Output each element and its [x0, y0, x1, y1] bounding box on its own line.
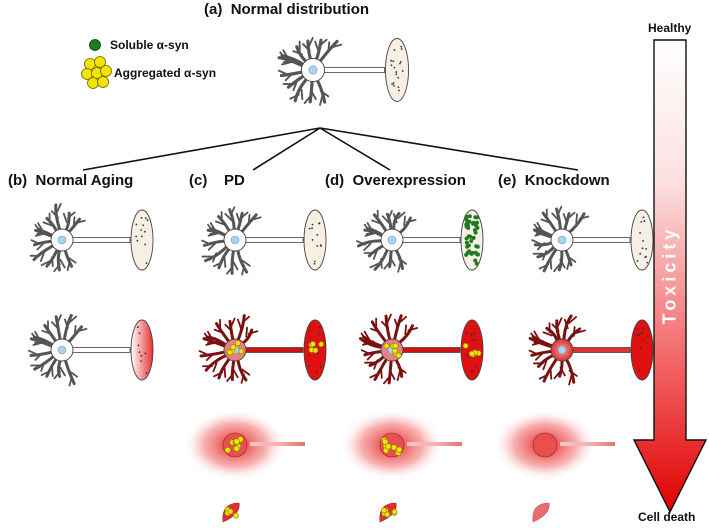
- panel-a-title: Normal distribution: [230, 1, 370, 18]
- neuron-row1-2: [356, 209, 484, 273]
- panel-d-title: Overexpression: [352, 172, 466, 189]
- panel-b-label: (b) Normal Aging: [8, 172, 133, 189]
- neuron-knockdown-degenerating: [493, 409, 615, 481]
- neuron-row1-0: [29, 202, 154, 273]
- panel-a-label: (a) Normal distribution: [204, 1, 369, 18]
- panel-b-title: Normal Aging: [35, 172, 134, 189]
- remnant-knockdown: [532, 502, 550, 523]
- neuron-pd: [198, 314, 327, 384]
- panel-a-letter: (a): [204, 1, 223, 18]
- panel-c-title: PD: [224, 172, 245, 189]
- scale-healthy-label: Healthy: [648, 21, 692, 35]
- legend-aggregated-label: Aggregated α-syn: [114, 66, 217, 80]
- remnant-pd: [222, 502, 240, 523]
- panel-e-label: (e) Knockdown: [498, 172, 610, 189]
- panel-e-title: Knockdown: [524, 172, 610, 189]
- neuron-overexpression-degenerating: [340, 409, 462, 481]
- legend-markers: [81, 39, 112, 89]
- neuron-knockdown: [528, 314, 654, 386]
- aggregated-marker: [81, 56, 112, 89]
- panel-b-letter: (b): [8, 172, 28, 189]
- panel-c-letter: (c): [189, 172, 208, 189]
- panel-d-label: (d) Overexpression: [325, 172, 466, 189]
- neuron-row1-3: [531, 205, 654, 273]
- panel-c-label: (c) PD: [189, 172, 245, 189]
- neuron-row1-1: [201, 206, 327, 276]
- neuron-aging: [27, 313, 154, 387]
- neuron-illustrations: [27, 36, 654, 523]
- neuron-normal: [277, 36, 410, 106]
- remnant-overexpression: [379, 502, 398, 523]
- toxicity-arrow: [632, 39, 708, 514]
- panel-e-letter: (e): [498, 172, 517, 189]
- panel-d-letter: (d): [325, 172, 345, 189]
- soluble-marker: [89, 39, 101, 51]
- legend-soluble-label: Soluble α-syn: [110, 38, 189, 52]
- scale-cell-death-label: Cell death: [638, 510, 696, 524]
- neuron-pd-degenerating: [183, 409, 305, 481]
- neuron-overexpression: [359, 313, 484, 385]
- toxicity-label: Toxicity: [659, 225, 680, 325]
- tree-connectors: [82, 127, 579, 171]
